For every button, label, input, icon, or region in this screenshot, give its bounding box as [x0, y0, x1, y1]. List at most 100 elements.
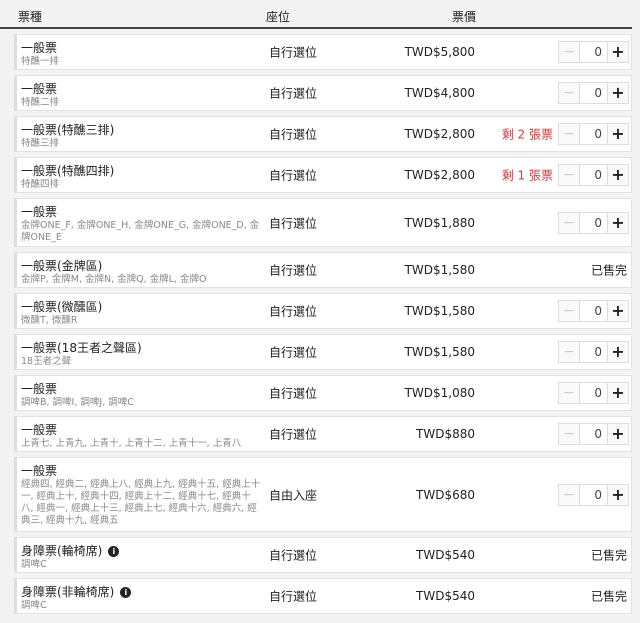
quantity-stepper[interactable]: −0 +: [558, 423, 629, 445]
increase-button[interactable]: +: [607, 484, 628, 505]
decrease-button[interactable]: −: [559, 124, 580, 144]
decrease-button[interactable]: −: [559, 42, 580, 62]
decrease-button[interactable]: −: [559, 424, 580, 444]
quantity-stepper[interactable]: −0 +: [558, 341, 629, 363]
ticket-price: TWD$1,580: [404, 345, 475, 359]
ticket-title-text: 一般票(特醮三排): [21, 123, 115, 137]
ticket-areas: 特醮一排: [21, 56, 60, 67]
ticket-title: 一般票(金牌區): [21, 259, 261, 274]
decrease-button[interactable]: −: [559, 484, 580, 505]
increase-button[interactable]: +: [607, 424, 628, 444]
ticket-price: TWD$1,880: [404, 215, 475, 230]
ticket-price: TWD$1,580: [404, 263, 475, 277]
increase-button[interactable]: +: [607, 83, 628, 103]
decrease-button[interactable]: −: [559, 342, 580, 362]
ticket-row: 一般票 金牌ONE_F, 金牌ONE_H, 金牌ONE_G, 金牌ONE_D, …: [14, 198, 632, 247]
decrease-button[interactable]: −: [559, 83, 580, 103]
ticket-title-text: 一般票(18王者之聲區): [21, 341, 142, 355]
quantity-value[interactable]: 0: [594, 427, 602, 441]
quantity-value[interactable]: 0: [594, 168, 602, 182]
quantity-stepper[interactable]: −0 +: [558, 123, 629, 145]
table-header: 票種 座位 票價: [0, 0, 632, 29]
quantity-stepper[interactable]: −0 +: [558, 41, 629, 63]
decrease-button[interactable]: −: [559, 301, 580, 321]
header-type: 票種: [18, 10, 43, 24]
ticket-areas: 調啤C: [21, 559, 47, 570]
ticket-price: TWD$880: [416, 427, 475, 441]
sold-out-label: 已售完: [590, 548, 627, 563]
quantity-value[interactable]: 0: [594, 86, 602, 100]
sold-out-label: 已售完: [590, 263, 627, 278]
info-icon[interactable]: i: [120, 587, 132, 598]
ticket-areas: 微醺T, 微醺R: [21, 315, 78, 326]
ticket-row: 一般票 上青七, 上青九, 上青十, 上青十二, 上青十一, 上青八 自行選位 …: [14, 416, 632, 452]
quantity-stepper[interactable]: −0 +: [558, 483, 629, 506]
ticket-row: 一般票 特醮一排 自行選位 TWD$5,800 −0 +: [14, 34, 632, 70]
decrease-button[interactable]: −: [559, 212, 580, 233]
ticket-areas: 特醮三排: [21, 138, 60, 149]
seat-type: 自行選位: [269, 127, 318, 142]
increase-button[interactable]: +: [607, 301, 628, 321]
ticket-title: 一般票(微醺區): [21, 300, 261, 315]
remaining-count: 剩 1 張票: [501, 168, 553, 183]
ticket-title: 一般票: [21, 464, 261, 479]
info-icon[interactable]: i: [108, 546, 120, 557]
increase-button[interactable]: +: [607, 383, 628, 403]
ticket-row: 身障票(非輪椅席) i 調啤C 自行選位 TWD$540 已售完: [14, 578, 632, 614]
ticket-areas: 18王者之聲: [21, 356, 72, 367]
increase-button[interactable]: +: [607, 212, 628, 233]
ticket-title-text: 一般票: [21, 382, 58, 396]
increase-button[interactable]: +: [607, 342, 628, 362]
ticket-title-text: 一般票: [21, 82, 58, 96]
quantity-value[interactable]: 0: [594, 304, 602, 318]
increase-button[interactable]: +: [607, 124, 628, 144]
ticket-title-text: 一般票: [21, 423, 58, 437]
quantity-value[interactable]: 0: [594, 127, 602, 141]
ticket-areas: 金牌ONE_F, 金牌ONE_H, 金牌ONE_G, 金牌ONE_D, 金牌ON…: [21, 220, 260, 243]
ticket-price: TWD$2,800: [404, 168, 475, 182]
ticket-row: 一般票 特醮二排 自行選位 TWD$4,800 −0 +: [14, 75, 632, 111]
ticket-title-text: 一般票: [21, 464, 58, 478]
decrease-button[interactable]: −: [559, 165, 580, 185]
ticket-title-text: 一般票(特醮四排): [21, 164, 115, 178]
sold-out-label: 已售完: [590, 589, 627, 604]
quantity-stepper[interactable]: −0 +: [558, 164, 629, 186]
quantity-value[interactable]: 0: [594, 215, 602, 230]
ticket-row: 一般票(特醮四排) 特醮四排 自行選位 TWD$2,800 剩 1 張票 −0 +: [14, 157, 632, 193]
ticket-areas: 特醮四排: [21, 179, 60, 190]
decrease-button[interactable]: −: [559, 383, 580, 403]
ticket-title-text: 身障票(非輪椅席): [21, 585, 115, 599]
ticket-price: TWD$2,800: [404, 127, 475, 141]
quantity-stepper[interactable]: −0 +: [558, 382, 629, 404]
ticket-title: 一般票: [21, 423, 261, 438]
ticket-areas: 特醮二排: [21, 97, 60, 108]
ticket-title: 一般票: [21, 41, 261, 56]
ticket-title: 一般票: [21, 82, 261, 97]
increase-button[interactable]: +: [607, 165, 628, 185]
increase-button[interactable]: +: [607, 42, 628, 62]
seat-type: 自行選位: [269, 263, 318, 278]
ticket-title: 身障票(輪椅席) i: [21, 544, 261, 559]
ticket-title-text: 身障票(輪椅席): [21, 544, 103, 558]
quantity-stepper[interactable]: −0 +: [558, 211, 629, 234]
quantity-value[interactable]: 0: [594, 487, 602, 502]
seat-type: 自行選位: [269, 548, 318, 563]
seat-type: 自行選位: [269, 304, 318, 319]
seat-type: 自行選位: [269, 86, 318, 101]
quantity-stepper[interactable]: −0 +: [558, 82, 629, 104]
quantity-value[interactable]: 0: [594, 386, 602, 400]
ticket-row: 一般票 經典四, 經典二, 經典上八, 經典上九, 經典十五, 經典上十一, 經…: [14, 457, 632, 532]
quantity-value[interactable]: 0: [594, 45, 602, 59]
ticket-price: TWD$5,800: [404, 45, 475, 59]
seat-type: 自行選位: [269, 168, 318, 183]
remaining-count: 剩 2 張票: [501, 127, 553, 142]
seat-type: 自由入座: [269, 488, 318, 502]
ticket-areas: 經典四, 經典二, 經典上八, 經典上九, 經典十五, 經典上十一, 經典上十,…: [21, 479, 261, 526]
ticket-areas: 調啤B, 調啤I, 調啤J, 調啤C: [21, 397, 134, 408]
quantity-value[interactable]: 0: [594, 345, 602, 359]
seat-type: 自行選位: [269, 45, 318, 60]
ticket-row: 一般票 調啤B, 調啤I, 調啤J, 調啤C 自行選位 TWD$1,080 −0 +: [14, 375, 632, 411]
quantity-stepper[interactable]: −0 +: [558, 300, 629, 322]
ticket-title-text: 一般票: [21, 41, 58, 55]
ticket-row: 身障票(輪椅席) i 調啤C 自行選位 TWD$540 已售完: [14, 537, 632, 573]
